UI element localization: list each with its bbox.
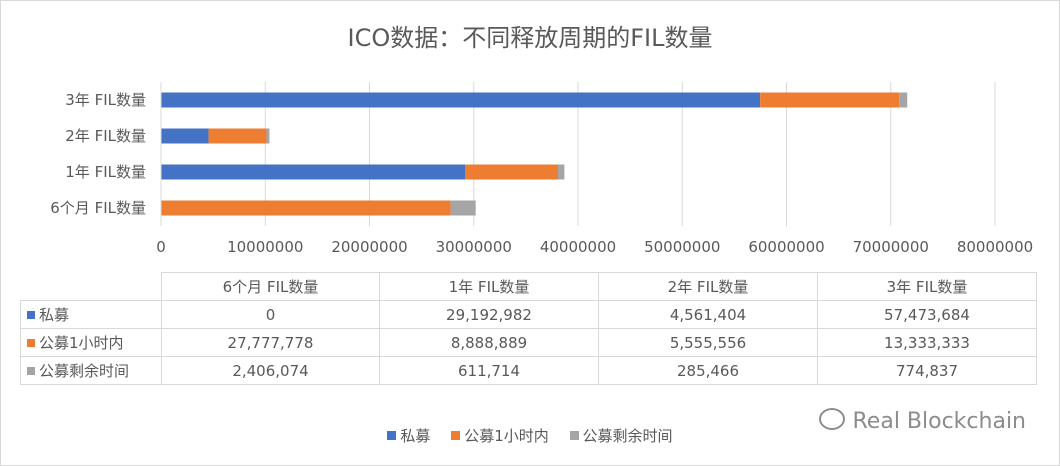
data-table-row-header: 公募剩余时间 (20, 356, 162, 385)
y-category-label: 1年 FIL数量 (65, 163, 146, 181)
data-table-cell: 2,406,074 (161, 356, 380, 385)
x-axis-tick-labels: 0 10000000 20000000 30000000 40000000 5000000… (156, 238, 1033, 256)
y-category-label: 3年 FIL数量 (65, 91, 146, 109)
x-tick-label: 30000000 (436, 238, 512, 256)
bar-segment (161, 128, 209, 144)
legend-item: 公募1小时内 (451, 425, 549, 446)
data-table-header-cell: 6个月 FIL数量 (161, 272, 380, 301)
data-table-cell: 57,473,684 (817, 300, 1037, 329)
data-table-cell: 774,837 (817, 356, 1037, 385)
data-table-cell: 29,192,982 (379, 300, 599, 329)
bar-segment (161, 164, 466, 180)
bar-segment (899, 92, 908, 108)
bar-segment (558, 164, 565, 180)
data-table-header-cell: 1年 FIL数量 (379, 272, 599, 301)
data-table-row: 私募 0 29,192,982 4,561,404 57,473,684 (20, 300, 1037, 329)
y-axis-category-labels: 6个月 FIL数量 1年 FIL数量 2年 FIL数量 3年 FIL数量 (50, 91, 146, 217)
series-key-public-1h (27, 339, 35, 347)
legend-swatch (569, 431, 579, 440)
series-key-private (27, 311, 35, 319)
bar-segment (266, 128, 270, 144)
data-table-cell: 5,555,556 (598, 328, 818, 357)
data-table-row: 公募1小时内 27,777,778 8,888,889 5,555,556 13… (20, 328, 1037, 357)
legend-label: 私募 (400, 427, 431, 445)
data-table-header-cell: 2年 FIL数量 (598, 272, 818, 301)
chart-title: ICO数据：不同释放周期的FIL数量 (347, 24, 713, 52)
bar-segment (760, 92, 900, 108)
data-table-cell: 8,888,889 (379, 328, 599, 357)
series-key-public-rest (27, 367, 35, 375)
x-tick-label: 80000000 (957, 238, 1033, 256)
x-tick-label: 70000000 (853, 238, 929, 256)
bar-segment (161, 92, 761, 108)
data-table: 6个月 FIL数量 1年 FIL数量 2年 FIL数量 3年 FIL数量 私募 … (20, 272, 1037, 385)
data-table-cell: 285,466 (598, 356, 818, 385)
x-tick-label: 40000000 (540, 238, 616, 256)
y-category-label: 6个月 FIL数量 (50, 199, 146, 217)
legend-swatch (387, 431, 397, 440)
x-tick-label: 60000000 (748, 238, 824, 256)
data-table-cell: 0 (161, 300, 380, 329)
data-table-cell: 611,714 (379, 356, 599, 385)
data-table-cell: 4,561,404 (598, 300, 818, 329)
bar-segment (465, 164, 559, 180)
data-table-row-header: 私募 (20, 300, 162, 329)
row-label: 公募1小时内 (39, 334, 124, 352)
legend-label: 公募剩余时间 (582, 427, 673, 445)
x-tick-label: 10000000 (227, 238, 303, 256)
legend-swatch (451, 431, 461, 440)
data-table-row-header: 公募1小时内 (20, 328, 162, 357)
data-table-header-cell: 3年 FIL数量 (817, 272, 1037, 301)
y-category-label: 2年 FIL数量 (65, 127, 146, 145)
chart-legend: 私募 公募1小时内 公募剩余时间 (0, 425, 1060, 446)
wechat-icon (818, 408, 845, 430)
legend-item: 公募剩余时间 (569, 425, 673, 446)
x-tick-label: 20000000 (331, 238, 407, 256)
watermark: Real Blockchain (818, 408, 1027, 434)
bar-series (160, 82, 908, 226)
data-table-header-row: 6个月 FIL数量 1年 FIL数量 2年 FIL数量 3年 FIL数量 (20, 272, 1037, 301)
bar-chart: 6个月 FIL数量 1年 FIL数量 2年 FIL数量 3年 FIL数量 0 10000… (50, 82, 1033, 256)
watermark-text: Real Blockchain (852, 409, 1027, 434)
bar-segment (450, 200, 476, 216)
x-tick-label: 0 (156, 238, 166, 256)
data-table-cell: 27,777,778 (161, 328, 380, 357)
legend-label: 公募1小时内 (464, 427, 549, 445)
data-table-row: 公募剩余时间 2,406,074 611,714 285,466 774,837 (20, 356, 1037, 385)
bar-segment (161, 200, 451, 216)
data-table-cell: 13,333,333 (817, 328, 1037, 357)
bar-segment (208, 128, 267, 144)
row-label: 公募剩余时间 (39, 362, 130, 380)
x-tick-label: 50000000 (644, 238, 720, 256)
data-table-corner (20, 272, 162, 301)
legend-item: 私募 (387, 425, 430, 446)
row-label: 私募 (39, 306, 70, 324)
